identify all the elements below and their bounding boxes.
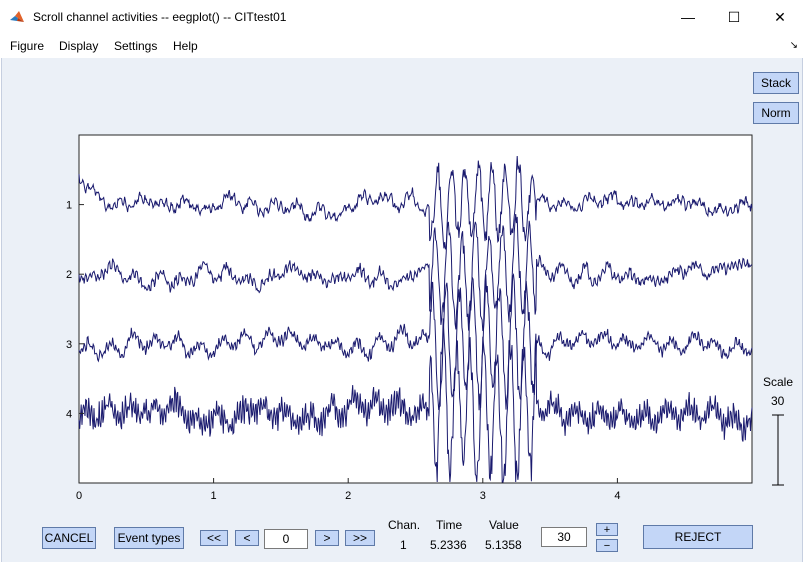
menu-bar: Figure Display Settings Help ↘ bbox=[0, 34, 804, 58]
plot-area bbox=[78, 134, 753, 484]
menu-display[interactable]: Display bbox=[59, 39, 99, 53]
channel-trace bbox=[78, 214, 753, 332]
y-tick-label: 2 bbox=[66, 269, 72, 281]
menu-help[interactable]: Help bbox=[173, 39, 198, 53]
cancel-button[interactable]: CANCEL bbox=[42, 527, 96, 549]
x-tick-label: 3 bbox=[480, 490, 486, 502]
x-axis-ticks: 0 1 2 3 4 bbox=[76, 478, 620, 502]
menu-figure[interactable]: Figure bbox=[10, 39, 45, 53]
time-readout: 5.2336 bbox=[430, 538, 467, 552]
next-page-button[interactable]: > bbox=[315, 530, 339, 546]
y-tick-label: 3 bbox=[66, 339, 72, 351]
reject-button[interactable]: REJECT bbox=[643, 525, 753, 549]
chan-readout: 1 bbox=[400, 538, 407, 552]
dock-arrow-icon[interactable]: ↘ bbox=[789, 40, 798, 51]
scale-input[interactable]: 30 bbox=[541, 527, 587, 547]
channel-trace bbox=[78, 273, 753, 411]
channel-traces bbox=[78, 155, 753, 483]
prev-page-button[interactable]: < bbox=[235, 530, 259, 546]
scale-plus-button[interactable]: + bbox=[596, 523, 618, 536]
last-page-button[interactable]: >> bbox=[345, 530, 375, 546]
x-tick-label: 2 bbox=[345, 490, 351, 502]
time-header: Time bbox=[436, 518, 463, 532]
channel-trace bbox=[78, 155, 753, 250]
position-input[interactable]: 0 bbox=[264, 529, 308, 549]
menu-settings[interactable]: Settings bbox=[114, 39, 158, 53]
eeg-plot[interactable]: 1 2 3 4 0 1 2 3 4 bbox=[60, 128, 770, 508]
scale-bar bbox=[772, 414, 784, 486]
window-title: Scroll channel activities -- eegplot() -… bbox=[33, 10, 287, 24]
close-button[interactable]: ✕ bbox=[774, 8, 786, 25]
event-types-button[interactable]: Event types bbox=[114, 527, 184, 549]
scale-label: Scale bbox=[763, 375, 794, 389]
y-tick-label: 4 bbox=[66, 408, 72, 420]
value-readout: 5.1358 bbox=[485, 538, 522, 552]
scale-minus-button[interactable]: − bbox=[596, 539, 618, 552]
first-page-button[interactable]: << bbox=[200, 530, 228, 546]
y-tick-label: 1 bbox=[66, 200, 72, 212]
maximize-button[interactable]: ☐ bbox=[727, 8, 741, 25]
stack-button[interactable]: Stack bbox=[753, 72, 799, 94]
title-bar: Scroll channel activities -- eegplot() -… bbox=[0, 0, 804, 34]
x-tick-label: 0 bbox=[76, 490, 82, 502]
y-axis-ticks: 1 2 3 4 bbox=[66, 200, 84, 420]
value-header: Value bbox=[489, 518, 519, 532]
x-tick-label: 4 bbox=[614, 490, 620, 502]
channel-trace bbox=[78, 318, 753, 483]
x-tick-label: 1 bbox=[211, 490, 217, 502]
matlab-icon bbox=[9, 9, 25, 25]
chan-header: Chan. bbox=[388, 518, 421, 532]
norm-button[interactable]: Norm bbox=[753, 102, 799, 124]
minimize-button[interactable]: — bbox=[681, 9, 695, 25]
scale-value: 30 bbox=[771, 394, 785, 408]
